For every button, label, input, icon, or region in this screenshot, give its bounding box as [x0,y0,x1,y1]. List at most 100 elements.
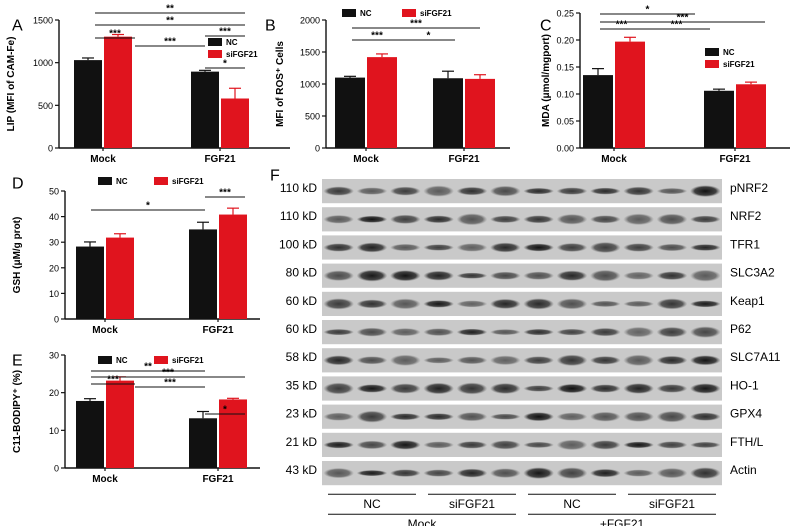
blot-band [423,413,454,421]
blot-band [590,300,621,308]
blot-band [690,215,721,224]
x-category-label: FGF21 [202,325,234,336]
blot-band [623,271,655,280]
panel-letter: F [270,167,280,184]
y-tick-label: 1000 [33,58,53,68]
blot-band [623,326,655,338]
significance-label: *** [164,378,176,389]
blot-band [390,243,421,252]
x-category-label: FGF21 [448,154,480,165]
legend-swatch [98,177,112,185]
blot-band [390,186,421,196]
blot-band [390,270,421,282]
blot-band [556,412,588,421]
blot-band [323,382,354,395]
significance-label: *** [371,31,383,42]
blot-band [390,383,421,394]
blot-row-ho-1: 35 kD HO-1 [286,376,759,401]
legend-swatch [342,9,356,17]
blot-group-labels: NC siFGF21 NC siFGF21 Mock +FGF21 [328,493,716,526]
blot-band [323,214,354,224]
blot-protein-label: GPX4 [730,407,762,421]
blot-protein-label: HO-1 [730,378,759,392]
significance-label: * [223,405,227,416]
blot-band [356,410,388,423]
bar-nc-fgf21 [189,418,217,468]
blot-protein-label: Keap1 [730,294,765,308]
blot-band [356,269,388,282]
blot-band [490,271,521,280]
blot-band [656,384,688,393]
x-category-label: Mock [92,474,118,485]
blot-band [656,298,688,310]
blot-band [556,467,588,479]
blot-band [390,354,421,366]
blot-band [656,355,688,365]
blot-band [556,354,588,367]
blot-band [323,186,354,196]
blot-band [523,467,555,479]
blot-strip-background [322,207,722,232]
y-tick-label: 500 [38,101,53,111]
legend-swatch [402,9,416,17]
blot-band [656,213,688,225]
blot-band [390,413,421,421]
blot-band [323,467,354,479]
blot-band [423,185,454,197]
significance-label: * [646,5,650,16]
blot-band [656,410,688,423]
bar-sifgf21-fgf21 [465,78,495,148]
blot-band [690,467,721,479]
blot-band [356,242,388,253]
blot-band [456,272,488,279]
legend-label: siFGF21 [420,9,452,18]
blot-protein-label: TFR1 [730,237,760,251]
blot-band [623,441,655,449]
blot-band [456,213,488,226]
legend-swatch [208,38,222,46]
blot-band [356,187,388,195]
blot-band [323,298,354,310]
bar-sifgf21-mock [104,36,132,148]
blot-band [523,215,555,224]
legend-swatch [705,48,719,56]
blot-band [456,382,488,395]
blot-protein-label: pNRF2 [730,181,768,195]
y-tick-label: 2000 [300,16,320,26]
blot-band [690,412,721,421]
blot-band [590,269,621,282]
blot-band [523,356,555,365]
blot-band [623,213,655,226]
bar-nc-fgf21 [704,90,734,148]
blot-band [623,186,655,196]
chart-panel-c: C 0.00 0.05 0.10 0.15 0.20 0.25 MDA (μmol/mgpor… [540,5,790,165]
x-category-label: Mock [353,154,379,165]
blot-band [490,298,521,309]
y-axis-label: C11-BODIPY⁺ (%) [12,370,23,453]
y-tick-label: 10 [49,289,59,299]
blot-band [423,300,454,308]
blot-band [556,328,588,336]
x-category-label: FGF21 [719,154,751,165]
y-tick-label: 0.00 [556,144,574,154]
condition-label: +FGF21 [600,517,645,526]
blot-band [490,440,521,450]
blot-band [623,243,655,252]
blot-band [623,383,655,394]
legend-swatch [98,356,112,364]
blot-band [356,299,388,309]
y-tick-label: 20 [49,263,59,273]
bar-sifgf21-mock [367,57,397,149]
blot-band [556,243,588,252]
blot-band [490,215,521,223]
blot-strip-background [322,461,722,486]
blot-row-slc7a11: 58 kD SLC7A11 [286,348,781,373]
y-tick-label: 0.05 [556,117,574,127]
blot-band [456,468,488,478]
blot-band [590,187,621,195]
legend-swatch [208,50,222,58]
legend-label: siFGF21 [723,60,755,69]
chart-panel-e: E 0 10 20 30 C11-BODIPY⁺ (%) Mock FGF21 NC siFGF2… [12,351,260,485]
